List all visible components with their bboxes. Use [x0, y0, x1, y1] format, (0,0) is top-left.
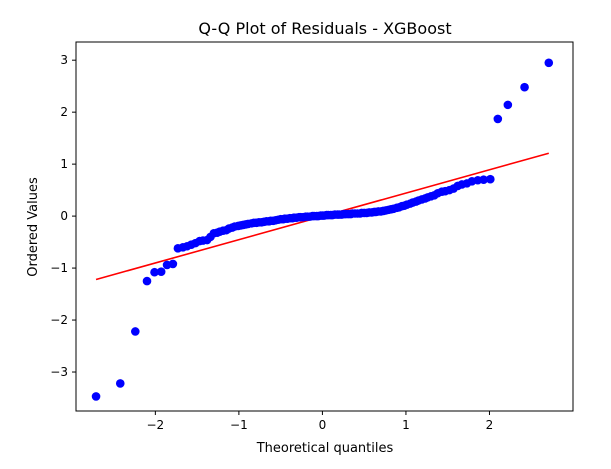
y-tick-label: −1 — [50, 261, 68, 275]
y-axis-label: Ordered Values — [26, 177, 41, 277]
x-tick-label: −1 — [230, 418, 248, 432]
x-tick-label: 1 — [402, 418, 410, 432]
data-point — [479, 175, 488, 185]
y-tick-label: 1 — [60, 157, 68, 171]
data-point — [150, 267, 159, 277]
x-tick-label: −2 — [147, 418, 165, 432]
data-point — [131, 327, 140, 336]
data-point — [544, 58, 554, 68]
data-point — [486, 174, 495, 184]
y-tick-label: −3 — [50, 365, 68, 379]
y-tick-label: 2 — [60, 105, 68, 119]
x-tick-label: 0 — [319, 418, 327, 432]
data-point — [156, 267, 166, 277]
data-point — [91, 392, 101, 401]
y-tick-label: 0 — [60, 209, 68, 223]
data-point — [503, 100, 513, 110]
data-point — [115, 379, 125, 388]
plot-frame — [75, 41, 574, 412]
chart-title: Q-Q Plot of Residuals - XGBoost — [198, 19, 451, 38]
x-axis-ticks: −2 −1 0 1 2 — [147, 411, 494, 432]
y-axis-ticks: −3 −2 −1 0 1 2 3 — [50, 53, 76, 379]
data-point — [168, 259, 178, 269]
data-point — [520, 82, 529, 92]
data-point — [493, 114, 503, 124]
x-tick-label: 2 — [486, 418, 494, 432]
y-tick-label: 3 — [60, 53, 68, 67]
y-tick-label: −2 — [50, 313, 68, 327]
data-points — [91, 58, 554, 401]
x-axis-label: Theoretical quantiles — [256, 441, 394, 456]
data-point — [142, 276, 152, 286]
